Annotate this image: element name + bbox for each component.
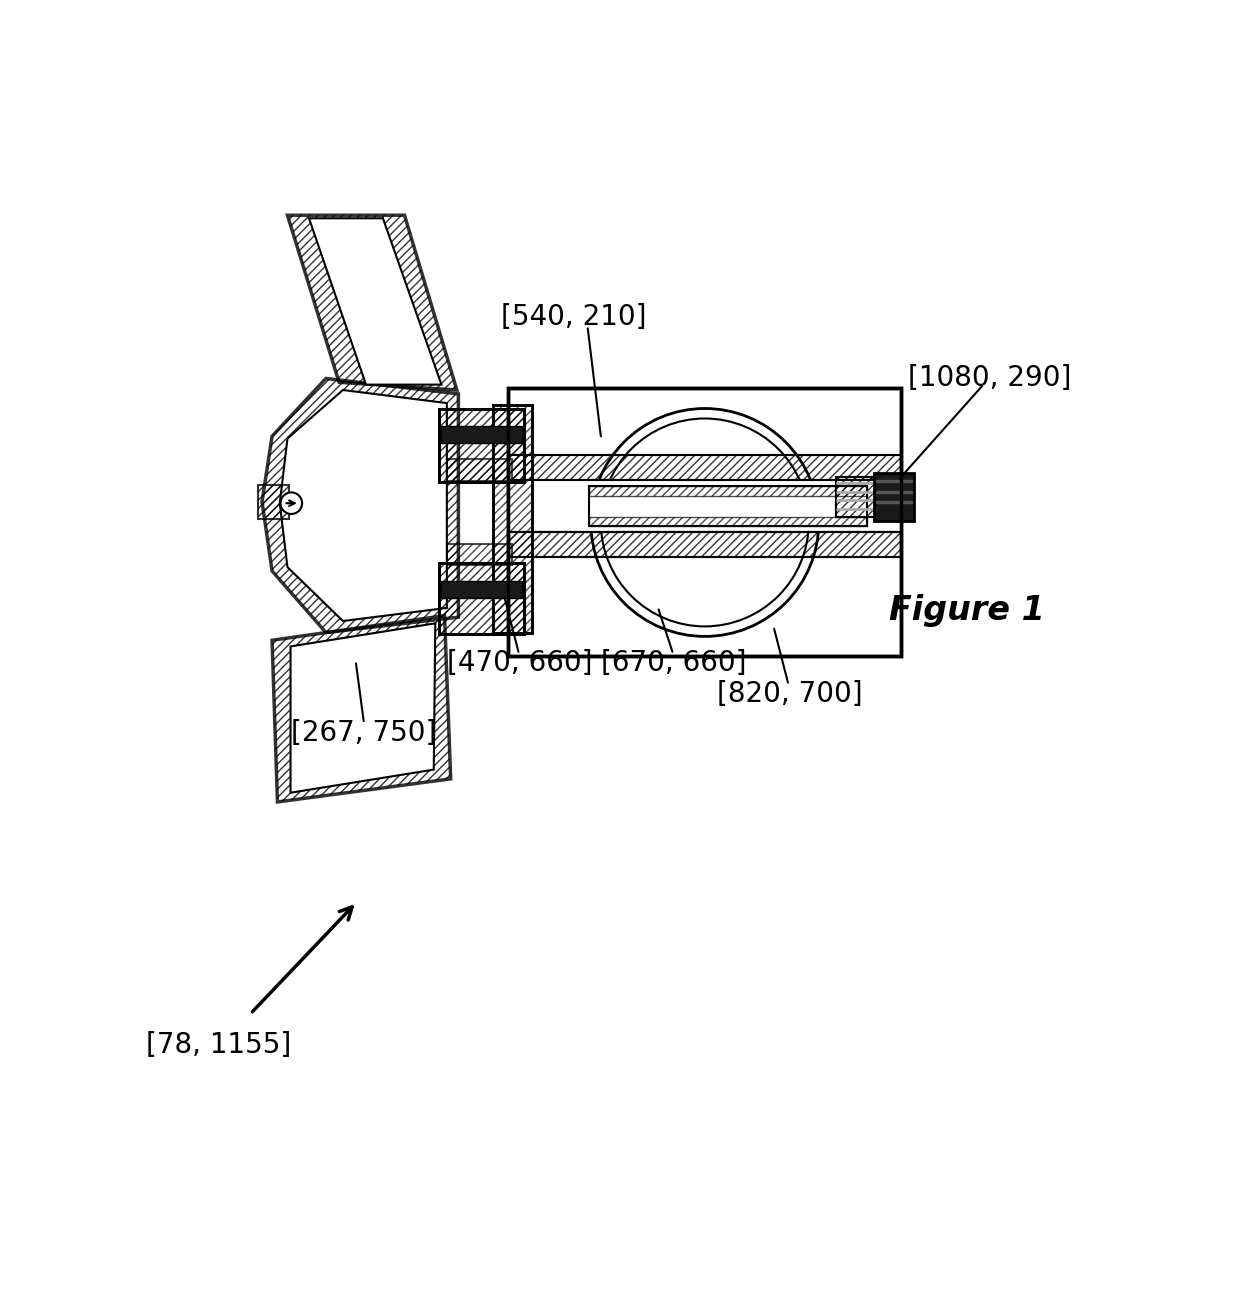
Bar bbox=[446, 544, 512, 565]
Bar bbox=[441, 427, 522, 443]
Bar bbox=[439, 410, 523, 482]
Bar bbox=[589, 517, 867, 526]
Text: [1080, 290]: [1080, 290] bbox=[908, 365, 1071, 393]
Text: [267, 750]: [267, 750] bbox=[291, 719, 436, 746]
Bar bbox=[441, 581, 522, 597]
Bar bbox=[589, 486, 867, 495]
Bar bbox=[508, 388, 901, 657]
Polygon shape bbox=[280, 390, 446, 621]
Bar bbox=[589, 486, 867, 526]
Bar bbox=[439, 564, 523, 634]
Bar bbox=[439, 410, 523, 482]
Bar bbox=[439, 564, 523, 634]
Text: [78, 1155]: [78, 1155] bbox=[145, 1031, 291, 1059]
Bar bbox=[494, 406, 532, 632]
Bar bbox=[874, 473, 914, 521]
Bar bbox=[258, 485, 289, 520]
Bar bbox=[508, 480, 901, 533]
Text: Figure 1: Figure 1 bbox=[889, 593, 1044, 627]
Bar bbox=[439, 410, 523, 482]
Bar bbox=[508, 533, 901, 557]
Text: [820, 700]: [820, 700] bbox=[717, 680, 862, 709]
Polygon shape bbox=[309, 219, 441, 384]
Bar bbox=[836, 477, 880, 517]
Bar bbox=[508, 388, 901, 657]
Bar bbox=[446, 459, 512, 481]
Bar bbox=[494, 406, 532, 632]
Bar bbox=[508, 533, 901, 557]
Text: [670, 660]: [670, 660] bbox=[601, 649, 746, 678]
Bar bbox=[508, 455, 901, 480]
Circle shape bbox=[601, 419, 808, 626]
Circle shape bbox=[590, 409, 818, 636]
Bar bbox=[508, 455, 901, 480]
Bar bbox=[439, 564, 523, 634]
Bar bbox=[836, 477, 880, 517]
Text: [470, 660]: [470, 660] bbox=[448, 649, 593, 678]
Text: [540, 210]: [540, 210] bbox=[501, 303, 646, 331]
Circle shape bbox=[280, 493, 303, 515]
Polygon shape bbox=[290, 623, 435, 793]
